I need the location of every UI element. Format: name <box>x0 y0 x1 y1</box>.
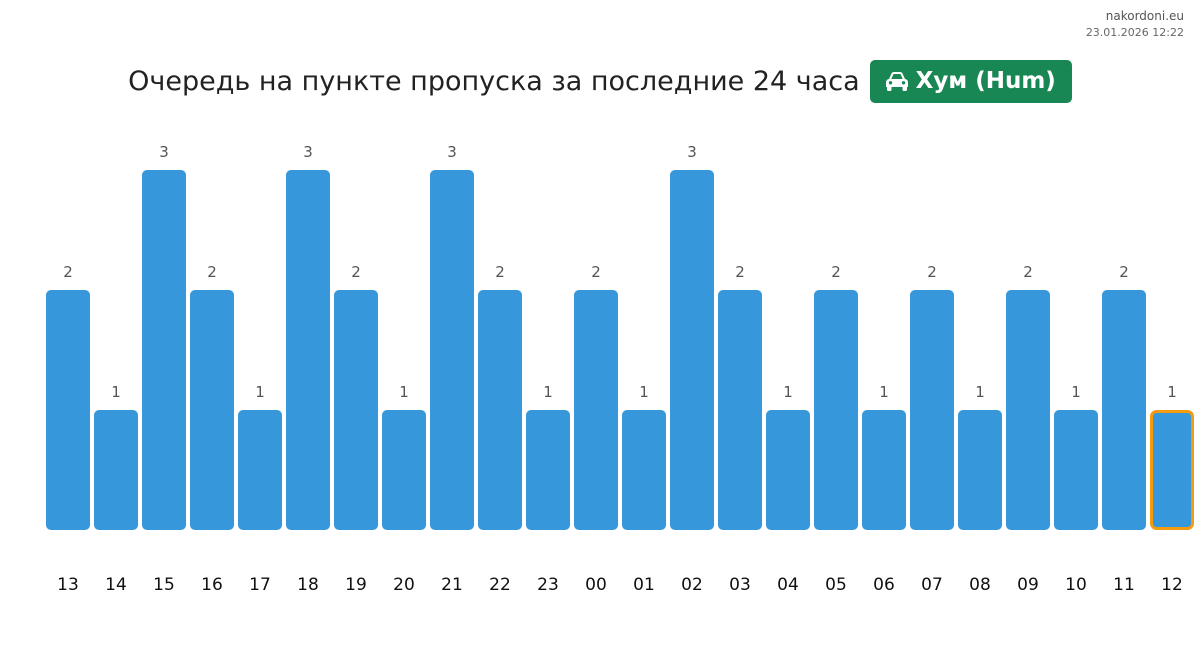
data-label: 1 <box>111 383 121 401</box>
data-label: 1 <box>975 383 985 401</box>
bar-hour-13 <box>46 290 90 530</box>
data-label: 2 <box>1023 263 1033 281</box>
bar-hour-23 <box>526 410 570 530</box>
data-label: 3 <box>303 143 313 161</box>
data-label: 2 <box>591 263 601 281</box>
x-tick-label: 02 <box>681 575 703 595</box>
bar-hour-19 <box>334 290 378 530</box>
data-label: 1 <box>255 383 265 401</box>
data-label: 1 <box>399 383 409 401</box>
bar-hour-03 <box>718 290 762 530</box>
bar-hour-02 <box>670 170 714 530</box>
x-tick-label: 13 <box>57 575 79 595</box>
x-tick-label: 20 <box>393 575 415 595</box>
data-label: 3 <box>159 143 169 161</box>
x-tick-label: 14 <box>105 575 127 595</box>
chart-title: Очередь на пункте пропуска за последние … <box>128 65 860 97</box>
title-row: Очередь на пункте пропуска за последние … <box>0 59 1200 103</box>
bar-hour-22 <box>478 290 522 530</box>
data-label: 1 <box>1071 383 1081 401</box>
bar-hour-04 <box>766 410 810 530</box>
bar-hour-15 <box>142 170 186 530</box>
x-tick-label: 04 <box>777 575 799 595</box>
x-tick-label: 18 <box>297 575 319 595</box>
x-tick-label: 23 <box>537 575 559 595</box>
x-tick-label: 00 <box>585 575 607 595</box>
bar-hour-18 <box>286 170 330 530</box>
data-label: 1 <box>1167 383 1177 401</box>
car-icon <box>885 72 908 91</box>
site-date: 23.01.2026 12:22 <box>1085 26 1184 39</box>
data-label: 2 <box>927 263 937 281</box>
data-label: 2 <box>735 263 745 281</box>
bar-hour-11 <box>1102 290 1146 530</box>
bar-current-hour <box>1150 410 1194 530</box>
x-tick-label: 19 <box>345 575 367 595</box>
data-label: 1 <box>879 383 889 401</box>
bar-hour-07 <box>910 290 954 530</box>
data-label: 2 <box>207 263 217 281</box>
border-crossing-badge: Хум (Hum) <box>869 59 1072 103</box>
bar-hour-10 <box>1054 410 1098 530</box>
x-tick-label: 05 <box>825 575 847 595</box>
bar-hour-21 <box>430 170 474 530</box>
data-label: 1 <box>783 383 793 401</box>
data-label: 3 <box>687 143 697 161</box>
x-tick-label: 01 <box>633 575 655 595</box>
data-label: 2 <box>1119 263 1129 281</box>
badge-label: Хум (Hum) <box>915 68 1056 94</box>
data-label: 2 <box>351 263 361 281</box>
x-tick-label: 22 <box>489 575 511 595</box>
bar-hour-06 <box>862 410 906 530</box>
bar-hour-05 <box>814 290 858 530</box>
bar-hour-20 <box>382 410 426 530</box>
bar-hour-09 <box>1006 290 1050 530</box>
x-tick-label: 11 <box>1113 575 1135 595</box>
x-tick-label: 10 <box>1065 575 1087 595</box>
data-label: 2 <box>63 263 73 281</box>
x-tick-label: 03 <box>729 575 751 595</box>
data-label: 3 <box>447 143 457 161</box>
bar-hour-16 <box>190 290 234 530</box>
x-tick-label: 06 <box>873 575 895 595</box>
x-tick-label: 12 <box>1161 575 1183 595</box>
x-tick-label: 15 <box>153 575 175 595</box>
data-label: 2 <box>495 263 505 281</box>
x-tick-label: 21 <box>441 575 463 595</box>
data-label: 1 <box>543 383 553 401</box>
bar-hour-00 <box>574 290 618 530</box>
bar-hour-01 <box>622 410 666 530</box>
x-tick-label: 16 <box>201 575 223 595</box>
site-name: nakordoni.eu <box>1105 9 1184 23</box>
bar-hour-14 <box>94 410 138 530</box>
data-label: 2 <box>831 263 841 281</box>
bar-hour-17 <box>238 410 282 530</box>
data-label: 1 <box>639 383 649 401</box>
x-tick-label: 08 <box>969 575 991 595</box>
x-tick-label: 07 <box>921 575 943 595</box>
x-tick-label: 09 <box>1017 575 1039 595</box>
bar-hour-08 <box>958 410 1002 530</box>
x-tick-label: 17 <box>249 575 271 595</box>
